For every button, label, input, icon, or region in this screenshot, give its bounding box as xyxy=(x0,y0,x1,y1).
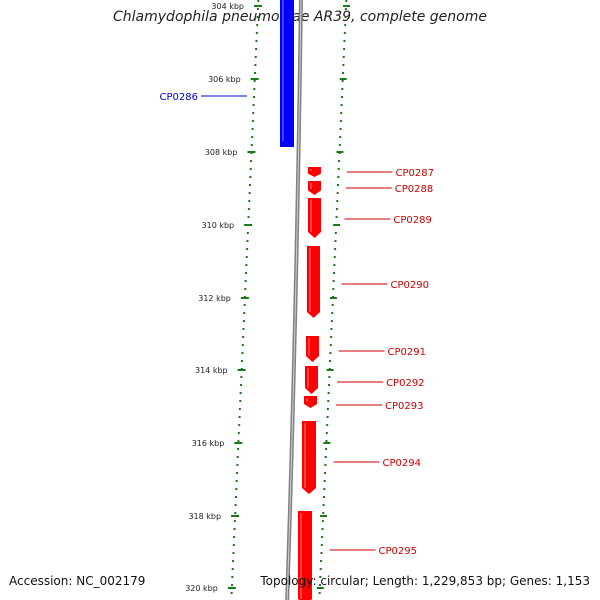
gene-label-cp0294: CP0294 xyxy=(382,458,420,469)
gene-shade xyxy=(282,0,284,141)
tick-label: 310 kbp xyxy=(202,221,235,230)
gene-cp0290 xyxy=(307,246,320,318)
gene-shade xyxy=(310,183,312,189)
gene-label-cp0290: CP0290 xyxy=(390,280,428,291)
tick-label: 320 kbp xyxy=(185,584,218,593)
gene-cp0289 xyxy=(308,198,321,238)
gene-label-cp0291: CP0291 xyxy=(387,347,425,358)
tick-label: 304 kbp xyxy=(211,2,244,11)
backbone-highlight xyxy=(286,0,302,600)
gene-cp0292 xyxy=(305,366,318,394)
gene-label-cp0293: CP0293 xyxy=(385,401,423,412)
tick-label: 312 kbp xyxy=(198,294,231,303)
gene-shade xyxy=(310,200,312,232)
accession-label: Accession: NC_002179 xyxy=(9,574,146,588)
gene-label-cp0292: CP0292 xyxy=(386,378,424,389)
gene-shade xyxy=(308,338,310,356)
gene-cp0288 xyxy=(308,181,321,195)
gene-label-cp0289: CP0289 xyxy=(393,215,431,226)
gene-cp0294 xyxy=(302,421,316,494)
gene-cp0286 xyxy=(280,0,294,147)
gene-shade xyxy=(307,368,309,388)
gene-label-cp0287: CP0287 xyxy=(396,168,434,179)
gene-label-cp0295: CP0295 xyxy=(379,546,417,557)
gene-label-cp0288: CP0288 xyxy=(395,184,433,195)
tick-label: 314 kbp xyxy=(195,366,228,375)
tick-label: 306 kbp xyxy=(208,75,241,84)
gene-cp0295 xyxy=(298,511,312,600)
gene-cp0291 xyxy=(306,336,319,362)
gene-label-cp0286: CP0286 xyxy=(160,92,198,103)
gene-shade xyxy=(310,169,312,171)
tick-label: 318 kbp xyxy=(188,512,221,521)
gene-shade xyxy=(300,513,302,599)
tick-label: 316 kbp xyxy=(192,439,225,448)
tick-label: 308 kbp xyxy=(205,148,238,157)
gene-cp0293 xyxy=(304,396,317,408)
gene-cp0287 xyxy=(308,167,321,177)
gene-shade xyxy=(309,248,311,312)
topology-summary: Topology: circular; Length: 1,229,853 bp… xyxy=(260,574,590,588)
gene-shade xyxy=(304,423,306,488)
gene-shade xyxy=(306,398,308,402)
